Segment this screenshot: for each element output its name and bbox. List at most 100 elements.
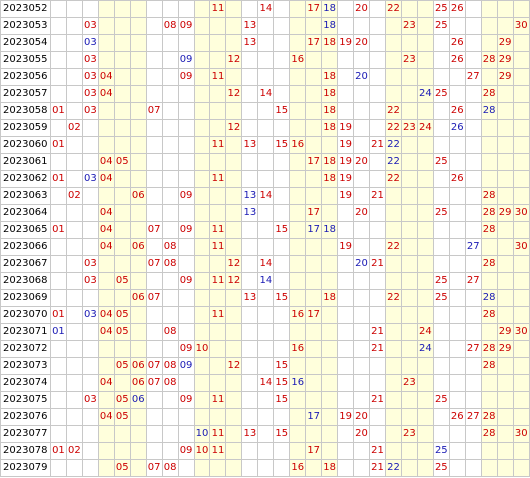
empty-cell (305, 391, 323, 409)
empty-cell (353, 238, 371, 256)
empty-cell (193, 408, 211, 426)
empty-cell (369, 374, 386, 392)
red-number-cell: 25 (432, 17, 450, 35)
empty-cell (97, 289, 115, 307)
empty-cell (512, 340, 530, 358)
red-number-cell: 02 (65, 187, 83, 205)
red-number-cell: 28 (480, 204, 498, 222)
empty-cell (257, 34, 275, 52)
draw-row: 2023052 11 14 17 18 20 22 25 26 (0, 0, 530, 18)
empty-cell (241, 170, 259, 188)
empty-cell (305, 323, 323, 341)
period-cell: 2023068 (0, 272, 51, 290)
red-number-cell: 09 (177, 68, 195, 86)
empty-cell (384, 442, 402, 460)
empty-cell (400, 442, 418, 460)
red-number-cell: 18 (321, 119, 339, 137)
draw-row: 2023076 04 05 17 19 20 26 27 28 (0, 408, 530, 426)
red-number-cell: 25 (432, 459, 450, 477)
red-number-cell: 03 (81, 51, 99, 69)
empty-cell (65, 34, 83, 52)
red-number-cell: 05 (113, 306, 131, 324)
empty-cell (464, 204, 482, 222)
red-number-cell: 19 (337, 119, 355, 137)
empty-cell (321, 323, 339, 341)
empty-cell (177, 408, 195, 426)
empty-cell (97, 17, 115, 35)
red-number-cell: 07 (145, 289, 163, 307)
empty-cell (496, 374, 514, 392)
empty-cell (241, 255, 259, 273)
empty-cell (337, 425, 355, 443)
empty-cell (257, 170, 275, 188)
empty-cell (273, 153, 291, 171)
empty-cell (512, 289, 530, 307)
red-number-cell: 16 (289, 459, 307, 477)
period-cell: 2023078 (0, 442, 51, 460)
red-number-cell: 25 (432, 272, 450, 290)
empty-cell (305, 68, 323, 86)
empty-cell (384, 221, 402, 239)
empty-cell (432, 374, 450, 392)
empty-cell (225, 374, 243, 392)
empty-cell (496, 85, 514, 103)
red-number-cell: 08 (161, 255, 179, 273)
empty-cell (496, 408, 514, 426)
empty-cell (369, 34, 386, 52)
empty-cell (289, 391, 307, 409)
red-number-cell: 18 (321, 289, 339, 307)
red-number-cell: 16 (289, 306, 307, 324)
blue-number-cell: 01 (49, 323, 67, 341)
empty-cell (353, 17, 371, 35)
red-number-cell: 20 (353, 0, 371, 18)
empty-cell (353, 459, 371, 477)
blue-number-cell: 06 (129, 391, 147, 409)
red-number-cell: 11 (209, 0, 227, 18)
empty-cell (161, 187, 179, 205)
empty-cell (65, 272, 83, 290)
empty-cell (416, 442, 434, 460)
red-number-cell: 19 (337, 153, 355, 171)
empty-cell (161, 136, 179, 154)
empty-cell (321, 272, 339, 290)
empty-cell (337, 85, 355, 103)
empty-cell (273, 17, 291, 35)
empty-cell (129, 204, 147, 222)
empty-cell (97, 425, 115, 443)
empty-cell (321, 374, 339, 392)
empty-cell (305, 85, 323, 103)
empty-cell (512, 136, 530, 154)
red-number-cell: 29 (496, 323, 514, 341)
red-number-cell: 08 (161, 17, 179, 35)
red-number-cell: 21 (369, 136, 386, 154)
empty-cell (273, 340, 291, 358)
red-number-cell: 15 (273, 102, 291, 120)
empty-cell (129, 85, 147, 103)
empty-cell (193, 0, 211, 18)
empty-cell (161, 0, 179, 18)
draw-row: 2023069 06 07 13 15 18 22 25 28 (0, 289, 530, 307)
empty-cell (464, 323, 482, 341)
red-number-cell: 11 (209, 238, 227, 256)
empty-cell (145, 204, 163, 222)
empty-cell (49, 187, 67, 205)
empty-cell (145, 51, 163, 69)
blue-number-cell: 03 (81, 34, 99, 52)
red-number-cell: 12 (225, 51, 243, 69)
red-number-cell: 17 (305, 0, 323, 18)
red-number-cell: 29 (496, 204, 514, 222)
empty-cell (65, 0, 83, 18)
red-number-cell: 18 (321, 34, 339, 52)
empty-cell (512, 85, 530, 103)
empty-cell (193, 68, 211, 86)
red-number-cell: 06 (129, 374, 147, 392)
period-cell: 2023061 (0, 153, 51, 171)
red-number-cell: 26 (448, 0, 466, 18)
period-cell: 2023072 (0, 340, 51, 358)
empty-cell (161, 391, 179, 409)
empty-cell (448, 391, 466, 409)
empty-cell (273, 408, 291, 426)
empty-cell (177, 374, 195, 392)
empty-cell (241, 238, 259, 256)
period-cell: 2023062 (0, 170, 51, 188)
